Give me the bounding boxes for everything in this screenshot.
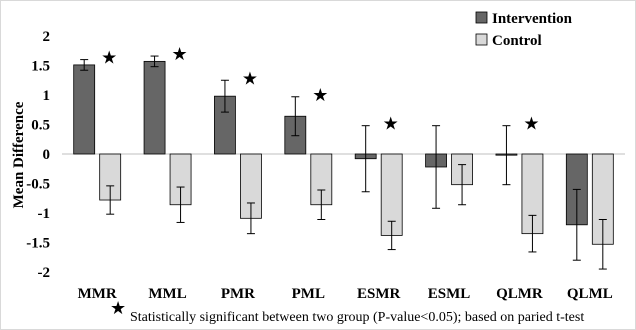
category-label: PMR [221, 286, 255, 302]
significance-star-icon: ★ [242, 68, 258, 89]
intervention-bar [73, 64, 96, 155]
y-tick-label: -1 [38, 206, 51, 222]
y-tick-label: 0.5 [31, 118, 50, 134]
category-label: QLMR [496, 286, 543, 302]
legend-label-intervention: Intervention [492, 11, 573, 27]
footnote: Statistically significant between two gr… [130, 310, 584, 325]
y-tick-label: -2 [38, 265, 51, 281]
y-tick-label: 2 [43, 29, 51, 45]
significance-star-icon: ★ [312, 85, 328, 106]
category-labels: MMR MML PMR PML ESMR ESML QLMR QLML [78, 286, 613, 302]
category-label: ESML [428, 286, 471, 302]
category-label: PML [292, 286, 325, 302]
y-axis-label: Mean Difference [11, 101, 27, 208]
y-tick-label: -0.5 [26, 177, 50, 193]
category-label: MMR [78, 286, 117, 302]
significance-stars: ★ ★ ★ ★ ★ ★ [101, 44, 539, 135]
significance-star-icon: ★ [101, 48, 117, 69]
footnote-star-icon: ★ [110, 298, 126, 319]
significance-star-icon: ★ [383, 114, 399, 135]
y-tick-label: 0 [43, 147, 51, 163]
bars [73, 60, 614, 245]
y-axis-ticks: 2 1.5 1 0.5 0 -0.5 -1 -1.5 -2 [26, 29, 50, 281]
significance-star-icon: ★ [523, 114, 539, 135]
error-bars [80, 55, 607, 270]
legend: Intervention Control [475, 11, 573, 49]
y-tick-label: -1.5 [26, 236, 50, 252]
significance-star-icon: ★ [171, 44, 187, 65]
category-label: MML [148, 286, 186, 302]
category-label: QLML [567, 286, 613, 302]
category-label: ESMR [357, 286, 401, 302]
intervention-bar [143, 60, 166, 155]
y-tick-label: 1 [43, 88, 51, 104]
legend-swatch-control [475, 33, 488, 46]
legend-swatch-intervention [475, 11, 488, 24]
y-tick-label: 1.5 [31, 59, 50, 75]
legend-label-control: Control [492, 33, 542, 49]
